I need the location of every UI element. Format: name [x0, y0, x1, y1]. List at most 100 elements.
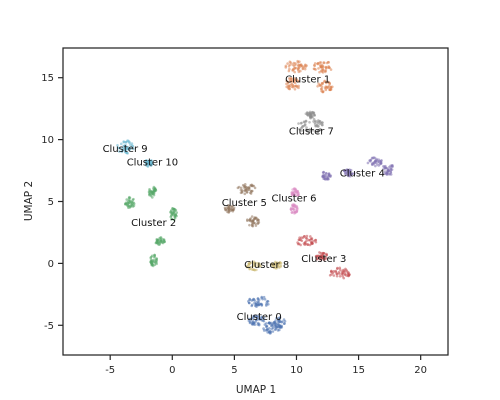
cluster-5-points — [223, 183, 261, 228]
data-point — [319, 87, 323, 91]
data-point — [277, 321, 281, 324]
data-point — [319, 61, 323, 64]
data-point — [305, 128, 308, 132]
data-point — [250, 299, 253, 302]
data-point — [289, 61, 293, 64]
data-point — [348, 169, 352, 172]
y-tick-label: 10 — [41, 135, 54, 146]
data-point — [328, 88, 332, 92]
data-point — [248, 188, 251, 191]
data-point — [125, 147, 128, 151]
data-point — [150, 161, 154, 165]
data-point — [298, 236, 301, 239]
data-point — [347, 271, 350, 275]
data-point — [296, 67, 300, 71]
cluster-3-label: Cluster 3 — [301, 254, 346, 265]
data-point — [345, 268, 348, 272]
data-point — [237, 185, 241, 189]
data-point — [286, 62, 289, 65]
data-point — [313, 67, 316, 71]
data-point — [277, 316, 281, 320]
data-point — [262, 295, 266, 299]
data-point — [386, 168, 390, 172]
data-point — [127, 206, 130, 209]
data-point — [120, 147, 124, 150]
data-point — [224, 208, 228, 212]
data-point — [248, 223, 251, 227]
data-point — [330, 269, 333, 273]
data-point — [321, 123, 324, 127]
data-point — [374, 164, 377, 168]
data-point — [297, 122, 300, 125]
ticks-layer: -5 0 5 10 15 20 -5 0 5 10 15 — [41, 73, 427, 376]
data-point — [284, 66, 288, 69]
data-point — [308, 130, 312, 133]
data-point — [129, 146, 133, 150]
data-point — [262, 327, 265, 330]
data-point — [283, 322, 286, 325]
data-point — [250, 183, 254, 187]
cluster-1-label: Cluster 1 — [285, 74, 330, 85]
data-point — [278, 261, 282, 264]
data-point — [324, 172, 328, 175]
data-point — [318, 128, 322, 132]
data-point — [131, 198, 135, 202]
data-point — [305, 234, 309, 238]
data-point — [335, 274, 339, 278]
data-point — [341, 275, 345, 278]
cluster-0-points — [247, 295, 287, 335]
data-point — [318, 256, 322, 260]
data-point — [287, 84, 291, 88]
data-point — [242, 184, 246, 188]
data-point — [274, 260, 277, 264]
data-point — [293, 70, 296, 74]
data-point — [295, 191, 298, 194]
data-point — [316, 62, 320, 65]
data-point — [379, 161, 383, 164]
data-point — [292, 207, 295, 211]
cluster-9-points — [116, 139, 154, 168]
data-point — [243, 189, 247, 192]
data-point — [124, 201, 128, 205]
data-point — [227, 204, 231, 208]
data-point — [248, 186, 251, 190]
data-point — [322, 80, 326, 84]
data-point — [116, 146, 120, 150]
data-point — [311, 115, 314, 119]
data-point — [389, 168, 393, 171]
data-point — [338, 268, 342, 272]
data-point — [327, 65, 330, 68]
data-point — [320, 254, 324, 257]
data-point — [228, 208, 231, 211]
data-point — [303, 241, 307, 244]
data-point — [329, 174, 333, 177]
data-point — [300, 129, 304, 132]
data-point — [125, 203, 129, 207]
data-point — [377, 158, 381, 162]
x-axis-title: UMAP 1 — [236, 384, 276, 396]
data-point — [342, 169, 346, 173]
data-point — [240, 191, 244, 194]
data-point — [251, 320, 254, 324]
data-point — [330, 273, 333, 276]
data-point — [318, 122, 322, 126]
data-point — [382, 172, 386, 175]
data-point — [131, 145, 135, 148]
data-point — [155, 259, 158, 262]
data-point — [130, 203, 133, 206]
data-point — [232, 206, 236, 210]
data-point — [122, 140, 126, 143]
data-point — [243, 192, 247, 196]
data-point — [252, 316, 255, 320]
data-point — [153, 253, 156, 257]
data-point — [155, 237, 159, 241]
data-point — [292, 68, 295, 72]
data-point — [313, 119, 317, 123]
data-point — [256, 323, 259, 326]
cluster-6-points — [289, 187, 300, 215]
data-point — [124, 140, 128, 144]
data-point — [256, 222, 260, 225]
data-point — [256, 219, 259, 222]
data-point — [288, 67, 291, 71]
data-point — [153, 186, 157, 190]
